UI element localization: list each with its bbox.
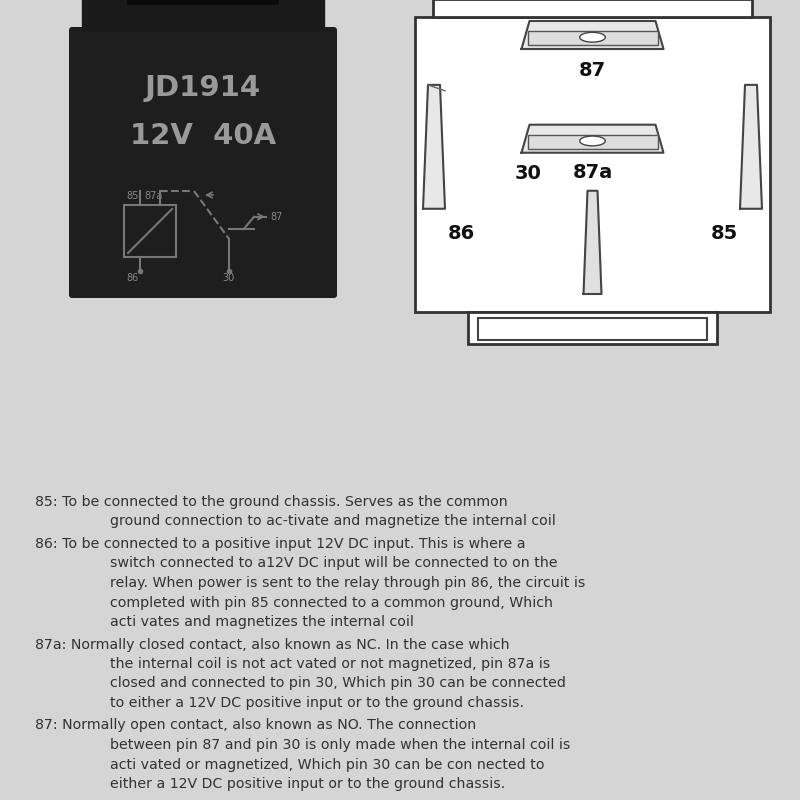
Text: 87: Normally open contact, also known as NO. The connection: 87: Normally open contact, also known as… [35, 718, 476, 733]
Text: 86: 86 [447, 224, 474, 242]
Text: 87: 87 [579, 61, 606, 80]
Text: 30: 30 [515, 164, 542, 182]
Bar [468, 312, 717, 344]
Polygon shape [740, 85, 762, 209]
Text: 87a: Normally closed contact, also known as NC. In the case which: 87a: Normally closed contact, also known… [35, 638, 510, 651]
Text: 86: To be connected to a positive input 12V DC input. This is where a: 86: To be connected to a positive input … [35, 537, 526, 551]
Ellipse shape [580, 136, 606, 146]
Polygon shape [522, 125, 663, 153]
Text: between pin 87 and pin 30 is only made when the internal coil is: between pin 87 and pin 30 is only made w… [110, 738, 570, 752]
Text: 85: To be connected to the ground chassis. Serves as the common: 85: To be connected to the ground chassi… [35, 495, 508, 509]
Bar [527, 134, 658, 149]
Polygon shape [82, 0, 324, 30]
Text: switch connected to a12V DC input will be connected to on the: switch connected to a12V DC input will b… [110, 557, 558, 570]
Bar [478, 318, 706, 340]
FancyBboxPatch shape [69, 27, 337, 298]
Bar [127, 0, 279, 5]
Bar [433, 0, 752, 17]
Text: completed with pin 85 connected to a common ground, Which: completed with pin 85 connected to a com… [110, 595, 553, 610]
Text: closed and connected to pin 30, Which pin 30 can be connected: closed and connected to pin 30, Which pi… [110, 677, 566, 690]
Text: ground connection to ac-tivate and magnetize the internal coil: ground connection to ac-tivate and magne… [110, 514, 556, 529]
Polygon shape [522, 21, 663, 49]
Text: to either a 12V DC positive input or to the ground chassis.: to either a 12V DC positive input or to … [110, 696, 524, 710]
Text: relay. When power is sent to the relay through pin 86, the circuit is: relay. When power is sent to the relay t… [110, 576, 586, 590]
Text: either a 12V DC positive input or to the ground chassis.: either a 12V DC positive input or to the… [110, 777, 506, 791]
Text: acti vated or magnetized, Which pin 30 can be con nected to: acti vated or magnetized, Which pin 30 c… [110, 758, 545, 771]
Polygon shape [583, 190, 602, 294]
Bar [527, 30, 658, 45]
Text: 30: 30 [222, 273, 234, 283]
Text: 85: 85 [710, 224, 738, 242]
Text: 12V  40A: 12V 40A [130, 122, 276, 150]
Text: JD1914: JD1914 [145, 74, 261, 102]
Ellipse shape [580, 32, 606, 42]
Text: 87a: 87a [572, 162, 613, 182]
Polygon shape [423, 85, 445, 209]
Text: 87: 87 [270, 212, 282, 222]
Bar [124, 205, 176, 257]
Text: 85: 85 [126, 191, 138, 201]
Text: acti vates and magnetizes the internal coil: acti vates and magnetizes the internal c… [110, 615, 414, 629]
Text: 86: 86 [126, 273, 138, 283]
Text: 87a: 87a [145, 191, 163, 201]
Bar [415, 17, 770, 312]
Text: the internal coil is not act vated or not magnetized, pin 87a is: the internal coil is not act vated or no… [110, 657, 550, 671]
